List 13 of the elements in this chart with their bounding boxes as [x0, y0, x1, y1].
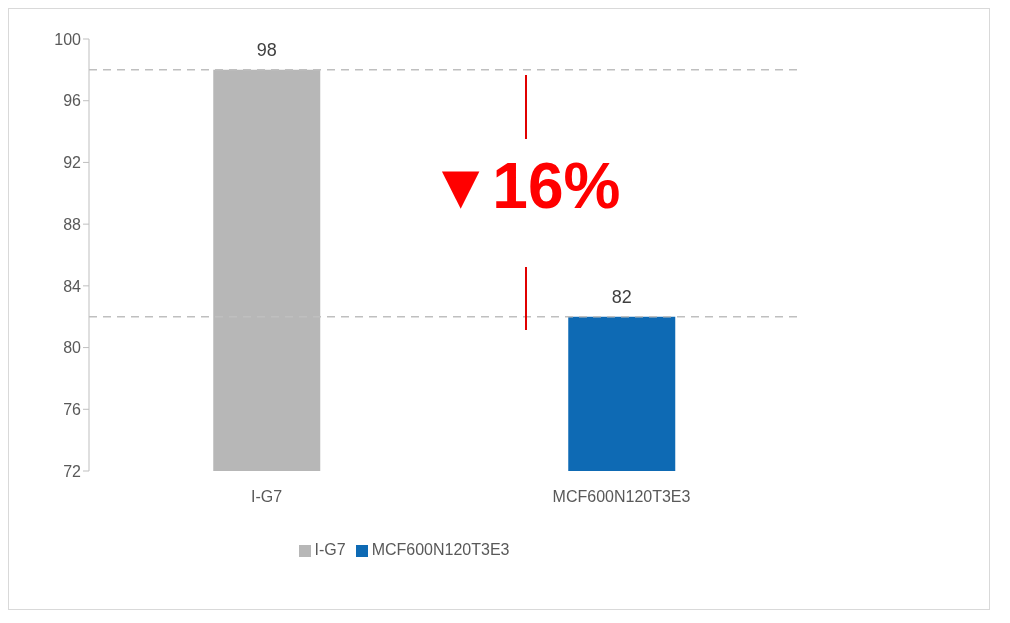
- y-tick-label: 92: [63, 154, 82, 172]
- y-tick-label: 76: [63, 400, 82, 418]
- y-tick-label: 88: [63, 215, 82, 233]
- y-tick-label: 72: [63, 462, 82, 480]
- legend-label: I-G7: [314, 541, 346, 558]
- y-tick-label: 96: [63, 92, 82, 110]
- y-tick-label: 100: [54, 30, 82, 48]
- y-tick-label: 84: [63, 277, 82, 295]
- annotation: ▼16%: [429, 149, 621, 223]
- data-label: 82: [611, 286, 632, 307]
- y-tick-label: 80: [63, 339, 82, 357]
- data-label: 98: [256, 39, 277, 60]
- legend-label: MCF600N120T3E3: [371, 541, 510, 558]
